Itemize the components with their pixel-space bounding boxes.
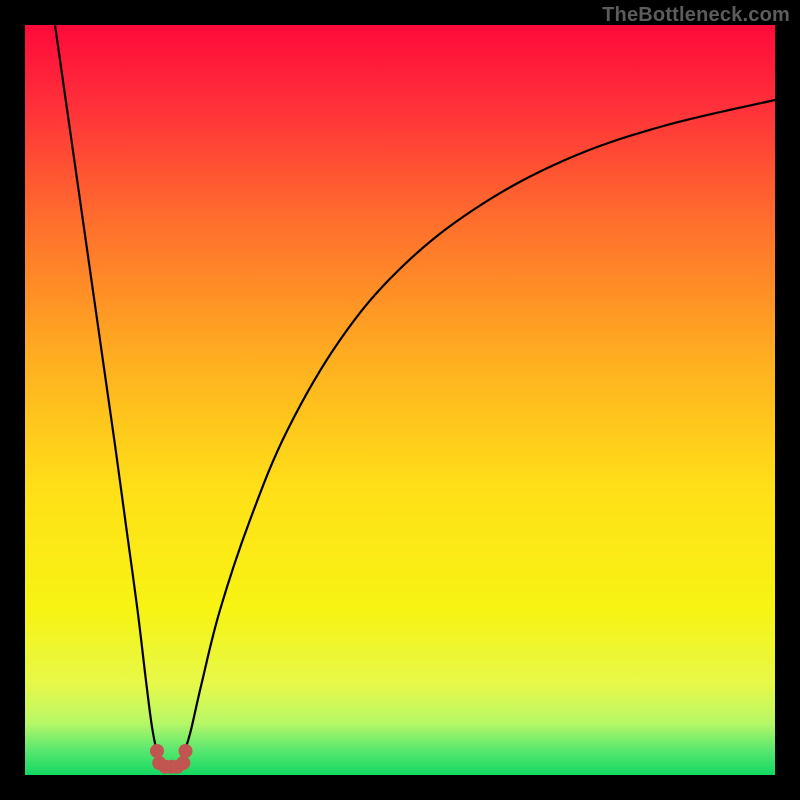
marker-dot (176, 756, 190, 770)
marker-dot (150, 744, 164, 758)
plot-area (25, 25, 775, 775)
bottleneck-chart-svg (0, 0, 800, 800)
chart-stage: TheBottleneck.com (0, 0, 800, 800)
watermark-text: TheBottleneck.com (602, 4, 790, 27)
marker-dot (179, 744, 193, 758)
